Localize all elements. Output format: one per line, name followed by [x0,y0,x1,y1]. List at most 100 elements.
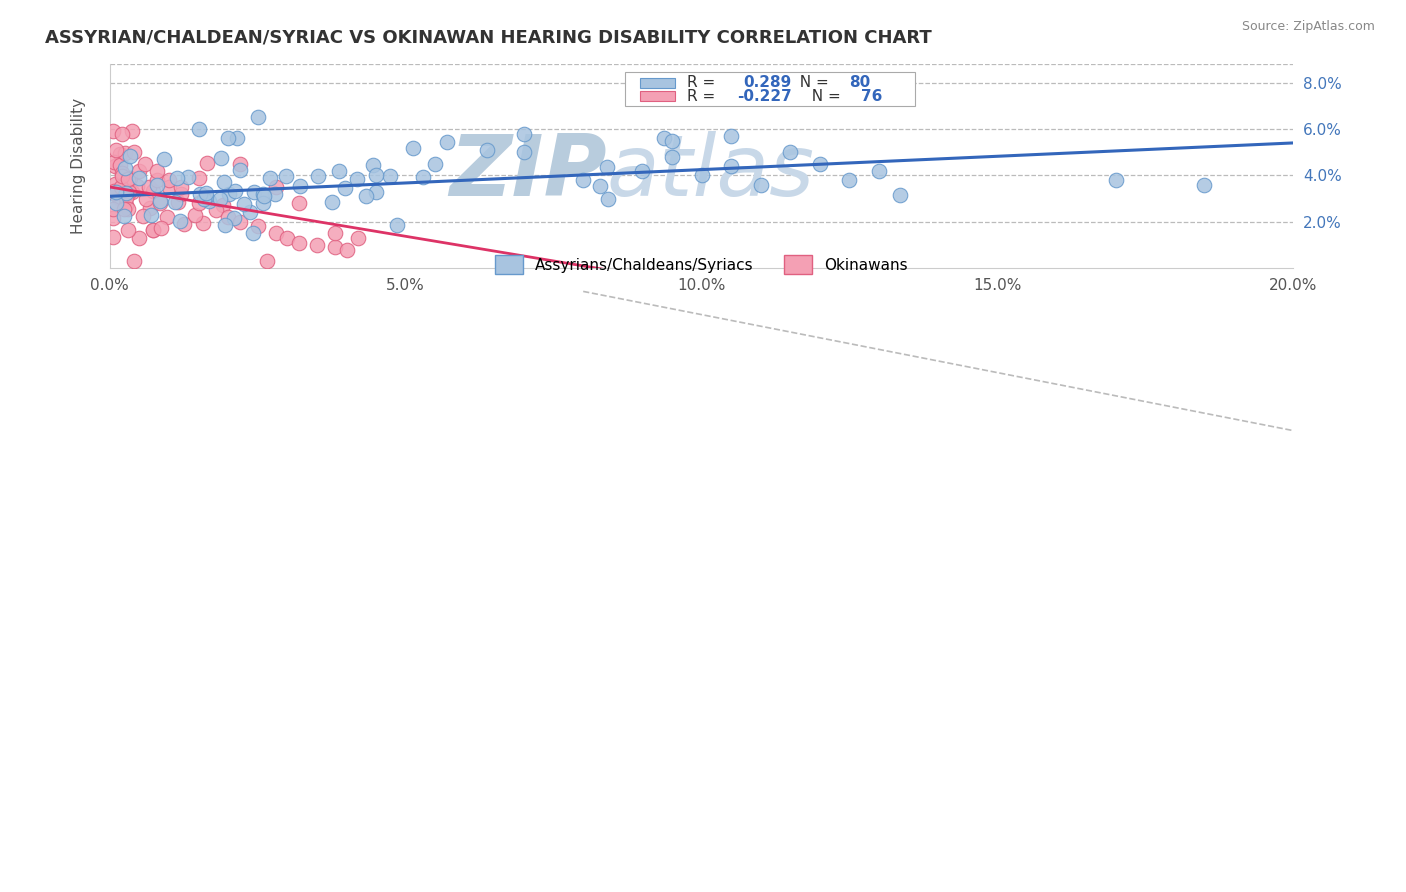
Point [142,222,165,236]
Text: N =: N = [790,75,834,90]
Point [412,169,434,184]
Point [364,185,387,199]
Point [170,186,193,201]
Point [103,155,125,169]
Point [264,180,287,194]
Point [252,187,274,202]
Text: ASSYRIAN/CHALDEAN/SYRIAC VS OKINAWAN HEARING DISABILITY CORRELATION CHART: ASSYRIAN/CHALDEAN/SYRIAC VS OKINAWAN HEA… [45,29,932,46]
Point [101,230,124,244]
Point [690,169,713,183]
Point [188,187,211,202]
Point [211,198,233,212]
Point [142,185,165,199]
Point [114,146,136,161]
Point [187,171,209,186]
Point [104,195,127,210]
Text: ZIP: ZIP [450,131,607,214]
Point [138,180,160,194]
Point [387,218,409,232]
Point [307,169,329,183]
Point [328,164,350,178]
Point [115,198,138,212]
Point [263,187,285,202]
Point [108,191,131,205]
Point [112,202,135,216]
Point [323,240,346,254]
Point [652,130,675,145]
Point [132,209,155,223]
Point [354,189,377,203]
Point [205,203,228,218]
Text: 80: 80 [849,75,870,90]
Point [346,171,368,186]
Point [572,173,595,187]
Point [117,202,139,216]
Point [104,178,127,192]
Point [436,136,458,150]
Point [288,235,311,250]
Point [111,127,134,141]
Point [321,195,343,210]
Point [631,163,654,178]
Point [118,171,141,186]
Point [195,189,218,203]
Point [720,159,742,173]
Point [153,152,176,166]
Point [720,129,742,144]
Point [513,127,536,141]
Text: -0.227: -0.227 [737,89,792,103]
Point [108,147,131,161]
Point [217,210,239,224]
Point [101,202,124,216]
Point [364,169,387,183]
Point [288,178,311,193]
Point [111,169,134,184]
Point [661,150,683,164]
Point [155,210,177,224]
Point [233,197,256,211]
Point [276,231,298,245]
Point [149,196,172,211]
Point [323,227,346,241]
Text: 76: 76 [862,89,883,103]
Point [253,189,276,203]
Point [157,180,180,194]
Point [402,141,425,155]
Point [224,184,246,198]
Point [838,173,860,187]
Point [425,157,447,171]
Point [191,217,214,231]
Point [101,211,124,225]
Point [661,134,683,148]
FancyBboxPatch shape [624,72,914,106]
Point [134,157,156,171]
Point [101,186,124,200]
Point [104,143,127,157]
Point [242,227,264,241]
Point [779,145,801,160]
Point [117,171,139,186]
Point [148,194,170,208]
Point [157,173,180,187]
Point [749,178,772,192]
Point [252,195,274,210]
Point [122,145,145,160]
Point [361,158,384,172]
Point [114,188,136,202]
Point [150,220,173,235]
Point [212,175,235,189]
Point [127,178,149,193]
Point [101,124,124,138]
Point [104,159,127,173]
Point [288,196,311,211]
Point [103,185,125,199]
Point [475,143,498,157]
Point [103,186,125,201]
Point [808,157,831,171]
Point [596,192,619,206]
Point [146,173,169,187]
Point [166,170,188,185]
Point [110,180,132,194]
Point [170,180,193,194]
Point [274,169,297,183]
